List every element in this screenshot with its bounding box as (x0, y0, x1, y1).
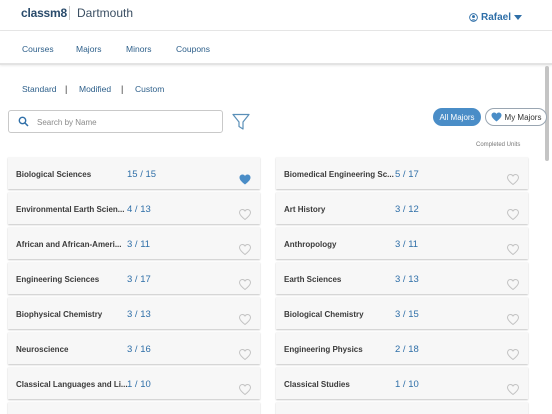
major-name: Biological Chemistry (284, 310, 364, 319)
heart-outline-icon[interactable] (507, 384, 519, 395)
major-name: Engineering Sciences (16, 275, 100, 284)
major-units-count: 4 / 13 (127, 204, 151, 215)
heart-outline-icon[interactable] (239, 349, 251, 360)
search-icon (18, 116, 29, 127)
logo-text: classm (21, 6, 61, 20)
major-units-count: 5 / 17 (395, 169, 419, 180)
major-units-count: 3 / 12 (395, 204, 419, 215)
heart-outline-icon[interactable] (507, 279, 519, 290)
major-name: African and African-Ameri... (16, 240, 122, 249)
heart-icon (491, 112, 502, 122)
heart-outline-icon[interactable] (239, 209, 251, 220)
user-menu[interactable]: Rafael (469, 12, 522, 23)
major-units-count: 3 / 13 (395, 274, 419, 285)
major-units-count: 3 / 17 (127, 274, 151, 285)
major-name: Art History (284, 205, 326, 214)
nav-coupons[interactable]: Coupons (176, 44, 211, 54)
user-name: Rafael (480, 12, 511, 23)
tab-separator: | (65, 84, 68, 94)
major-units-count: 3 / 15 (395, 309, 419, 320)
heart-outline-icon[interactable] (507, 209, 519, 220)
major-units-count: 1 / 10 (395, 379, 419, 390)
heart-outline-icon[interactable] (507, 244, 519, 255)
major-units-count: 3 / 11 (127, 239, 151, 250)
major-card[interactable] (8, 402, 260, 414)
major-card[interactable] (276, 402, 528, 414)
major-card[interactable]: Biophysical Chemistry 3 / 13 (8, 297, 260, 329)
nav-courses[interactable]: Courses (22, 44, 54, 54)
major-card[interactable]: Anthropology 3 / 11 (276, 227, 528, 259)
heart-outline-icon[interactable] (239, 314, 251, 325)
school-name: Dartmouth (77, 6, 134, 20)
nav-minors[interactable]: Minors (126, 44, 152, 54)
major-units-count: 15 / 15 (127, 169, 157, 180)
all-majors-toggle[interactable]: All Majors (433, 108, 481, 126)
major-card[interactable]: Engineering Physics 2 / 18 (276, 332, 528, 364)
major-card[interactable]: Classical Languages and Li... 1 / 10 (8, 367, 260, 399)
major-name: Neuroscience (16, 345, 69, 354)
major-card[interactable]: Engineering Sciences 3 / 17 (8, 262, 260, 294)
scrollbar[interactable] (545, 66, 549, 161)
major-name: Engineering Physics (284, 345, 363, 354)
tab-custom[interactable]: Custom (135, 84, 165, 94)
major-card[interactable]: Biological Sciences 15 / 15 (8, 157, 260, 189)
tab-modified[interactable]: Modified (79, 84, 112, 94)
major-name: Anthropology (284, 240, 337, 249)
main-nav: Courses Majors Minors Coupons (0, 31, 552, 65)
major-name: Classical Languages and Li... (16, 380, 128, 389)
major-units-count: 3 / 16 (127, 344, 151, 355)
major-name: Biophysical Chemistry (16, 310, 103, 319)
major-name: Earth Sciences (284, 275, 342, 284)
search-input[interactable] (37, 114, 217, 130)
heart-filled-icon[interactable] (239, 174, 251, 185)
search-box[interactable] (8, 110, 223, 133)
logo-divider (69, 6, 70, 20)
major-name: Biomedical Engineering Sc... (284, 170, 394, 179)
nav-majors[interactable]: Majors (76, 44, 102, 54)
major-card[interactable]: African and African-Ameri... 3 / 11 (8, 227, 260, 259)
my-majors-label: My Majors (504, 112, 542, 122)
major-card[interactable]: Neuroscience 3 / 16 (8, 332, 260, 364)
heart-outline-icon[interactable] (239, 384, 251, 395)
major-card[interactable]: Environmental Earth Scien... 4 / 13 (8, 192, 260, 224)
app-logo[interactable]: classm8 (21, 6, 67, 20)
major-name: Environmental Earth Scien... (16, 205, 125, 214)
tab-standard[interactable]: Standard (22, 84, 57, 94)
tab-separator: | (121, 84, 124, 94)
my-majors-toggle[interactable]: My Majors (485, 108, 547, 126)
major-units-count: 2 / 18 (395, 344, 419, 355)
major-units-count: 1 / 10 (127, 379, 151, 390)
major-card[interactable]: Classical Studies 1 / 10 (276, 367, 528, 399)
majors-grid: Biological Sciences 15 / 15 Biomedical Eng… (0, 155, 552, 414)
user-circle-icon (469, 13, 478, 22)
completed-units-label: Completed Units (476, 142, 521, 148)
major-card[interactable]: Biological Chemistry 3 / 15 (276, 297, 528, 329)
major-card[interactable]: Earth Sciences 3 / 13 (276, 262, 528, 294)
heart-outline-icon[interactable] (239, 244, 251, 255)
major-name: Classical Studies (284, 380, 350, 389)
major-name: Biological Sciences (16, 170, 92, 179)
heart-outline-icon[interactable] (239, 279, 251, 290)
heart-outline-icon[interactable] (507, 349, 519, 360)
major-units-count: 3 / 11 (395, 239, 419, 250)
heart-outline-icon[interactable] (507, 174, 519, 185)
major-card[interactable]: Art History 3 / 12 (276, 192, 528, 224)
heart-outline-icon[interactable] (507, 314, 519, 325)
major-units-count: 3 / 13 (127, 309, 151, 320)
funnel-icon[interactable] (232, 113, 250, 131)
logo-accent: 8 (60, 6, 68, 20)
all-majors-label: All Majors (439, 112, 475, 122)
major-card[interactable]: Biomedical Engineering Sc... 5 / 17 (276, 157, 528, 189)
top-header: classm8 Dartmouth Rafael (0, 0, 552, 31)
caret-down-icon (514, 14, 522, 20)
